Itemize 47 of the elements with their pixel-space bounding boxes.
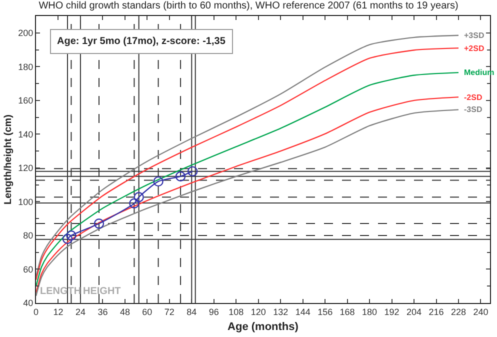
point: [134, 192, 144, 202]
point: [129, 198, 140, 208]
point: [62, 234, 73, 244]
x-tick-label: 12: [53, 306, 64, 317]
x-tick-label: 180: [362, 306, 378, 317]
x-tick-label: 192: [384, 306, 400, 317]
annotation: HEIGHT: [83, 286, 121, 297]
x-tick-label: 36: [98, 306, 108, 317]
y-tick-label: 80: [23, 230, 34, 241]
point: [187, 166, 198, 176]
y-tick-label: 140: [18, 129, 34, 140]
series-label: +2SD: [464, 44, 484, 53]
x-tick-label: 0: [33, 306, 39, 317]
chart-title: WHO child growth standars (birth to 60 months), WHO reference 2007 (61 months to 19 years): [38, 0, 458, 12]
x-tick-label: 240: [473, 306, 488, 317]
series-label: -2SD: [464, 93, 482, 102]
x-tick-label: 48: [120, 306, 130, 317]
x-tick-label: 204: [406, 306, 422, 317]
point: [94, 218, 104, 229]
point: [175, 171, 186, 182]
x-tick-label: 72: [164, 306, 174, 317]
y-tick-label: 60: [23, 264, 34, 274]
y-tick-label: 100: [18, 196, 34, 207]
annotation: Age: 1yr 5mo (17mo), z-score: -1,35: [57, 36, 226, 47]
series-label: -3SD: [464, 105, 482, 114]
x-tick-label: 144: [295, 306, 310, 317]
x-tick-label: 120: [250, 306, 266, 317]
y-tick-label: 200: [18, 28, 34, 38]
x-tick-label: 228: [450, 306, 466, 317]
y-tick-label: 120: [18, 163, 34, 174]
x-axis-title: Age (months): [228, 321, 299, 333]
x-tick-label: 132: [273, 306, 288, 317]
point: [66, 230, 76, 241]
y-axis-title: Length/height (cm): [3, 114, 14, 204]
x-tick-label: 60: [142, 306, 152, 317]
y-tick-label: 180: [18, 62, 34, 72]
x-tick-label: 216: [428, 306, 444, 317]
x-tick-label: 156: [318, 306, 333, 317]
y-tick-label: 40: [23, 298, 34, 308]
x-tick-label: 96: [208, 306, 219, 317]
x-tick-label: 108: [228, 306, 244, 317]
x-tick-label: 24: [75, 306, 86, 317]
x-tick-label: 84: [186, 306, 197, 317]
x-tick-label: 168: [340, 306, 355, 317]
series-label: +3SD: [464, 31, 484, 40]
y-tick-label: 160: [18, 96, 34, 106]
point: [153, 176, 164, 187]
